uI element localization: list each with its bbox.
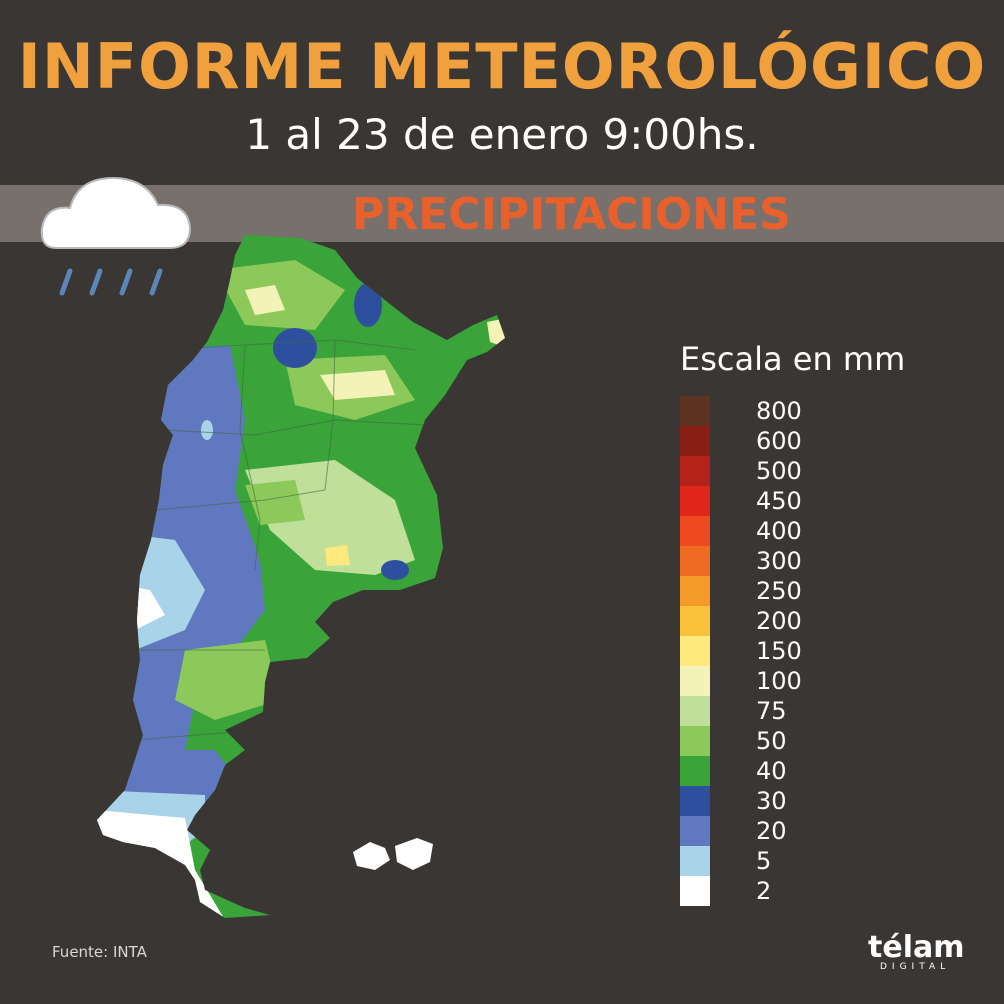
legend-row: 800 [680,396,880,426]
legend-row: 5 [680,846,880,876]
legend-label: 450 [756,487,802,515]
legend-row: 250 [680,576,880,606]
legend-label: 600 [756,427,802,455]
legend-row: 40 [680,756,880,786]
brand-logo: télam [868,930,965,965]
legend-row: 500 [680,456,880,486]
legend-swatch [680,846,710,876]
legend-row: 300 [680,546,880,576]
legend-row: 100 [680,666,880,696]
brand-logo-subtitle: DIGITAL [880,962,951,972]
legend-label: 200 [756,607,802,635]
legend-label: 75 [756,697,787,725]
legend-label: 5 [756,847,772,875]
page-title: INFORME METEOROLÓGICO [17,30,987,103]
legend-label: 100 [756,667,802,695]
date-subtitle: 1 al 23 de enero 9:00hs. [245,110,759,159]
legend-title: Escala en mm [680,340,906,378]
legend-swatch [680,876,710,906]
legend-row: 400 [680,516,880,546]
legend-swatch [680,456,710,486]
legend-swatch [680,396,710,426]
legend-label: 300 [756,547,802,575]
legend-label: 500 [756,457,802,485]
rain-cloud-icon [40,176,192,296]
legend-row: 50 [680,726,880,756]
legend-row: 200 [680,606,880,636]
legend-swatch [680,516,710,546]
legend-label: 150 [756,637,802,665]
legend-label: 800 [756,397,802,425]
legend-swatch [680,546,710,576]
legend-swatch [680,786,710,816]
argentina-precipitation-map [97,235,505,918]
legend-label: 400 [756,517,802,545]
legend-row: 150 [680,636,880,666]
legend-swatch [680,756,710,786]
legend-swatch [680,606,710,636]
legend-label: 40 [756,757,787,785]
legend-label: 20 [756,817,787,845]
legend-row: 2 [680,876,880,906]
legend-label: 250 [756,577,802,605]
legend-label: 50 [756,727,787,755]
legend-swatch [680,666,710,696]
legend-swatch [680,576,710,606]
legend-row: 30 [680,786,880,816]
legend-swatch [680,486,710,516]
legend-swatch [680,426,710,456]
legend-swatch [680,636,710,666]
legend-row: 20 [680,816,880,846]
source-note: Fuente: INTA [52,943,147,961]
legend-row: 600 [680,426,880,456]
legend-swatch [680,816,710,846]
legend-row: 450 [680,486,880,516]
section-title: PRECIPITACIONES [352,189,791,240]
legend-swatch [680,696,710,726]
legend-row: 75 [680,696,880,726]
legend-label: 2 [756,877,772,905]
legend-label: 30 [756,787,787,815]
legend-swatch [680,726,710,756]
